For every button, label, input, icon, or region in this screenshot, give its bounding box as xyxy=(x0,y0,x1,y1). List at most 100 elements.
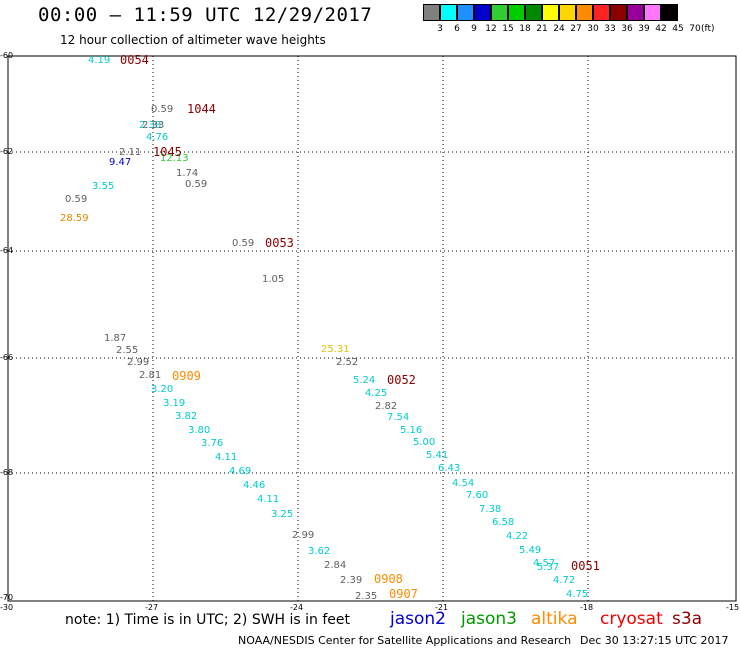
legend-label: 36 xyxy=(621,24,633,34)
swh-value: 12.13 xyxy=(160,153,189,164)
pass-time-label: 0051 xyxy=(571,559,600,573)
swh-value: 4.57 xyxy=(533,558,556,569)
swh-value: 2.82 xyxy=(375,401,398,412)
swh-value: 1.05 xyxy=(262,274,285,285)
plot-frame xyxy=(7,55,737,602)
lat-tick-label: -60 xyxy=(0,51,14,60)
swh-value: 3.19 xyxy=(163,398,186,409)
lon-tick-label: -24 xyxy=(290,603,304,612)
satellite-name: jason2 xyxy=(390,609,446,629)
swh-value: 4.69 xyxy=(229,466,252,477)
swh-value: 28.59 xyxy=(60,213,89,224)
lon-tick-label: -21 xyxy=(435,603,449,612)
pass-time-label: 0053 xyxy=(265,236,294,250)
legend-swatch xyxy=(627,4,644,21)
swh-value: 7.38 xyxy=(479,504,502,515)
swh-value: 2.81 xyxy=(139,370,162,381)
lat-tick-label: -68 xyxy=(0,468,14,477)
legend-label: 12 xyxy=(485,24,497,34)
pass-time-label: 1044 xyxy=(187,102,216,116)
legend-label: 30 xyxy=(587,24,599,34)
swh-value: 2.84 xyxy=(324,560,347,571)
swh-value: 0.59 xyxy=(185,179,208,190)
legend-label: 15 xyxy=(502,24,514,34)
legend-swatch xyxy=(423,4,440,21)
swh-value: 2.11 xyxy=(119,147,142,158)
swh-value: 5.37 xyxy=(537,562,560,573)
lat-tick-label: -70 xyxy=(0,593,14,602)
legend-label: 6 xyxy=(454,24,460,34)
swh-value: 3.82 xyxy=(175,411,198,422)
legend-label: 21 xyxy=(536,24,548,34)
swh-value: 3.62 xyxy=(308,546,331,557)
legend-swatch xyxy=(661,4,678,21)
pass-time-label: 0907 xyxy=(389,587,418,601)
lon-tick-label: -30 xyxy=(0,603,14,612)
pass-time-label: 0052 xyxy=(387,373,416,387)
legend-label: 9 xyxy=(471,24,477,34)
swh-value: 4.75 xyxy=(566,589,589,600)
swh-value: 4.54 xyxy=(452,478,475,489)
legend-label: 42 xyxy=(655,24,667,34)
lon-tick-label: -27 xyxy=(145,603,159,612)
lat-tick-label: -64 xyxy=(0,246,14,255)
swh-value: 6.43 xyxy=(438,463,461,474)
legend-swatch xyxy=(474,4,491,21)
swh-value: 4.11 xyxy=(257,494,280,505)
legend-swatch xyxy=(644,4,661,21)
swh-value: 3.80 xyxy=(188,425,211,436)
swh-value: 4.25 xyxy=(365,388,388,399)
legend-label: 70 xyxy=(689,24,701,34)
swh-value: 2.39 xyxy=(340,575,363,586)
legend-swatch xyxy=(593,4,610,21)
swh-value: 4.22 xyxy=(506,531,529,542)
swh-value: 4.76 xyxy=(146,132,169,143)
legend-swatch xyxy=(457,4,474,21)
legend-label: 39 xyxy=(638,24,650,34)
page-subtitle: 12 hour collection of altimeter wave hei… xyxy=(60,33,326,47)
swh-value: 2.99 xyxy=(127,357,150,368)
legend-swatch xyxy=(610,4,627,21)
legend-swatch xyxy=(559,4,576,21)
legend-label: 45 xyxy=(672,24,684,34)
lat-tick-label: -66 xyxy=(0,353,14,362)
swh-value: 5.24 xyxy=(353,375,376,386)
swh-value: 4.11 xyxy=(215,452,238,463)
satellite-name: s3a xyxy=(672,609,703,629)
swh-value: 5.16 xyxy=(400,425,423,436)
swh-value: 3.76 xyxy=(201,438,224,449)
swh-value: 5.49 xyxy=(519,545,542,556)
credit-line: NOAA/NESDIS Center for Satellite Applica… xyxy=(238,634,572,647)
lon-tick-label: -15 xyxy=(726,603,740,612)
pass-time-label: 0908 xyxy=(374,572,403,586)
swh-value: 2.52 xyxy=(336,357,359,368)
swh-value: 0.59 xyxy=(151,104,174,115)
swh-value: 4.19 xyxy=(88,55,111,66)
legend-label: 33 xyxy=(604,24,616,34)
swh-value: 9.47 xyxy=(109,157,132,168)
grid-lines xyxy=(8,56,736,601)
legend-label: 24 xyxy=(553,24,565,34)
swh-value: 25.31 xyxy=(321,344,350,355)
pass-time-label: 0909 xyxy=(172,369,201,383)
swh-value: 1.74 xyxy=(176,168,199,179)
swh-value: 3.25 xyxy=(271,509,294,520)
swh-value: 2.33 xyxy=(142,120,165,131)
swh-value: 1.87 xyxy=(104,333,127,344)
satellite-name: cryosat xyxy=(600,609,663,629)
swh-value: 7.60 xyxy=(466,490,489,501)
swh-value: 2.99 xyxy=(292,530,315,541)
pass-time-label: 1045 xyxy=(153,145,182,159)
swh-value: 6.58 xyxy=(492,517,515,528)
swh-value: 5.41 xyxy=(426,450,449,461)
satellite-name: jason3 xyxy=(461,609,517,629)
legend-swatch xyxy=(542,4,559,21)
legend-swatch xyxy=(440,4,457,21)
lat-tick-label: -62 xyxy=(0,147,14,156)
swh-value: 3.55 xyxy=(92,181,115,192)
legend-swatch xyxy=(508,4,525,21)
swh-value: 0.59 xyxy=(65,194,88,205)
swh-value: 2.38 xyxy=(139,120,162,131)
legend-swatch xyxy=(525,4,542,21)
legend-unit: (ft) xyxy=(701,24,715,34)
